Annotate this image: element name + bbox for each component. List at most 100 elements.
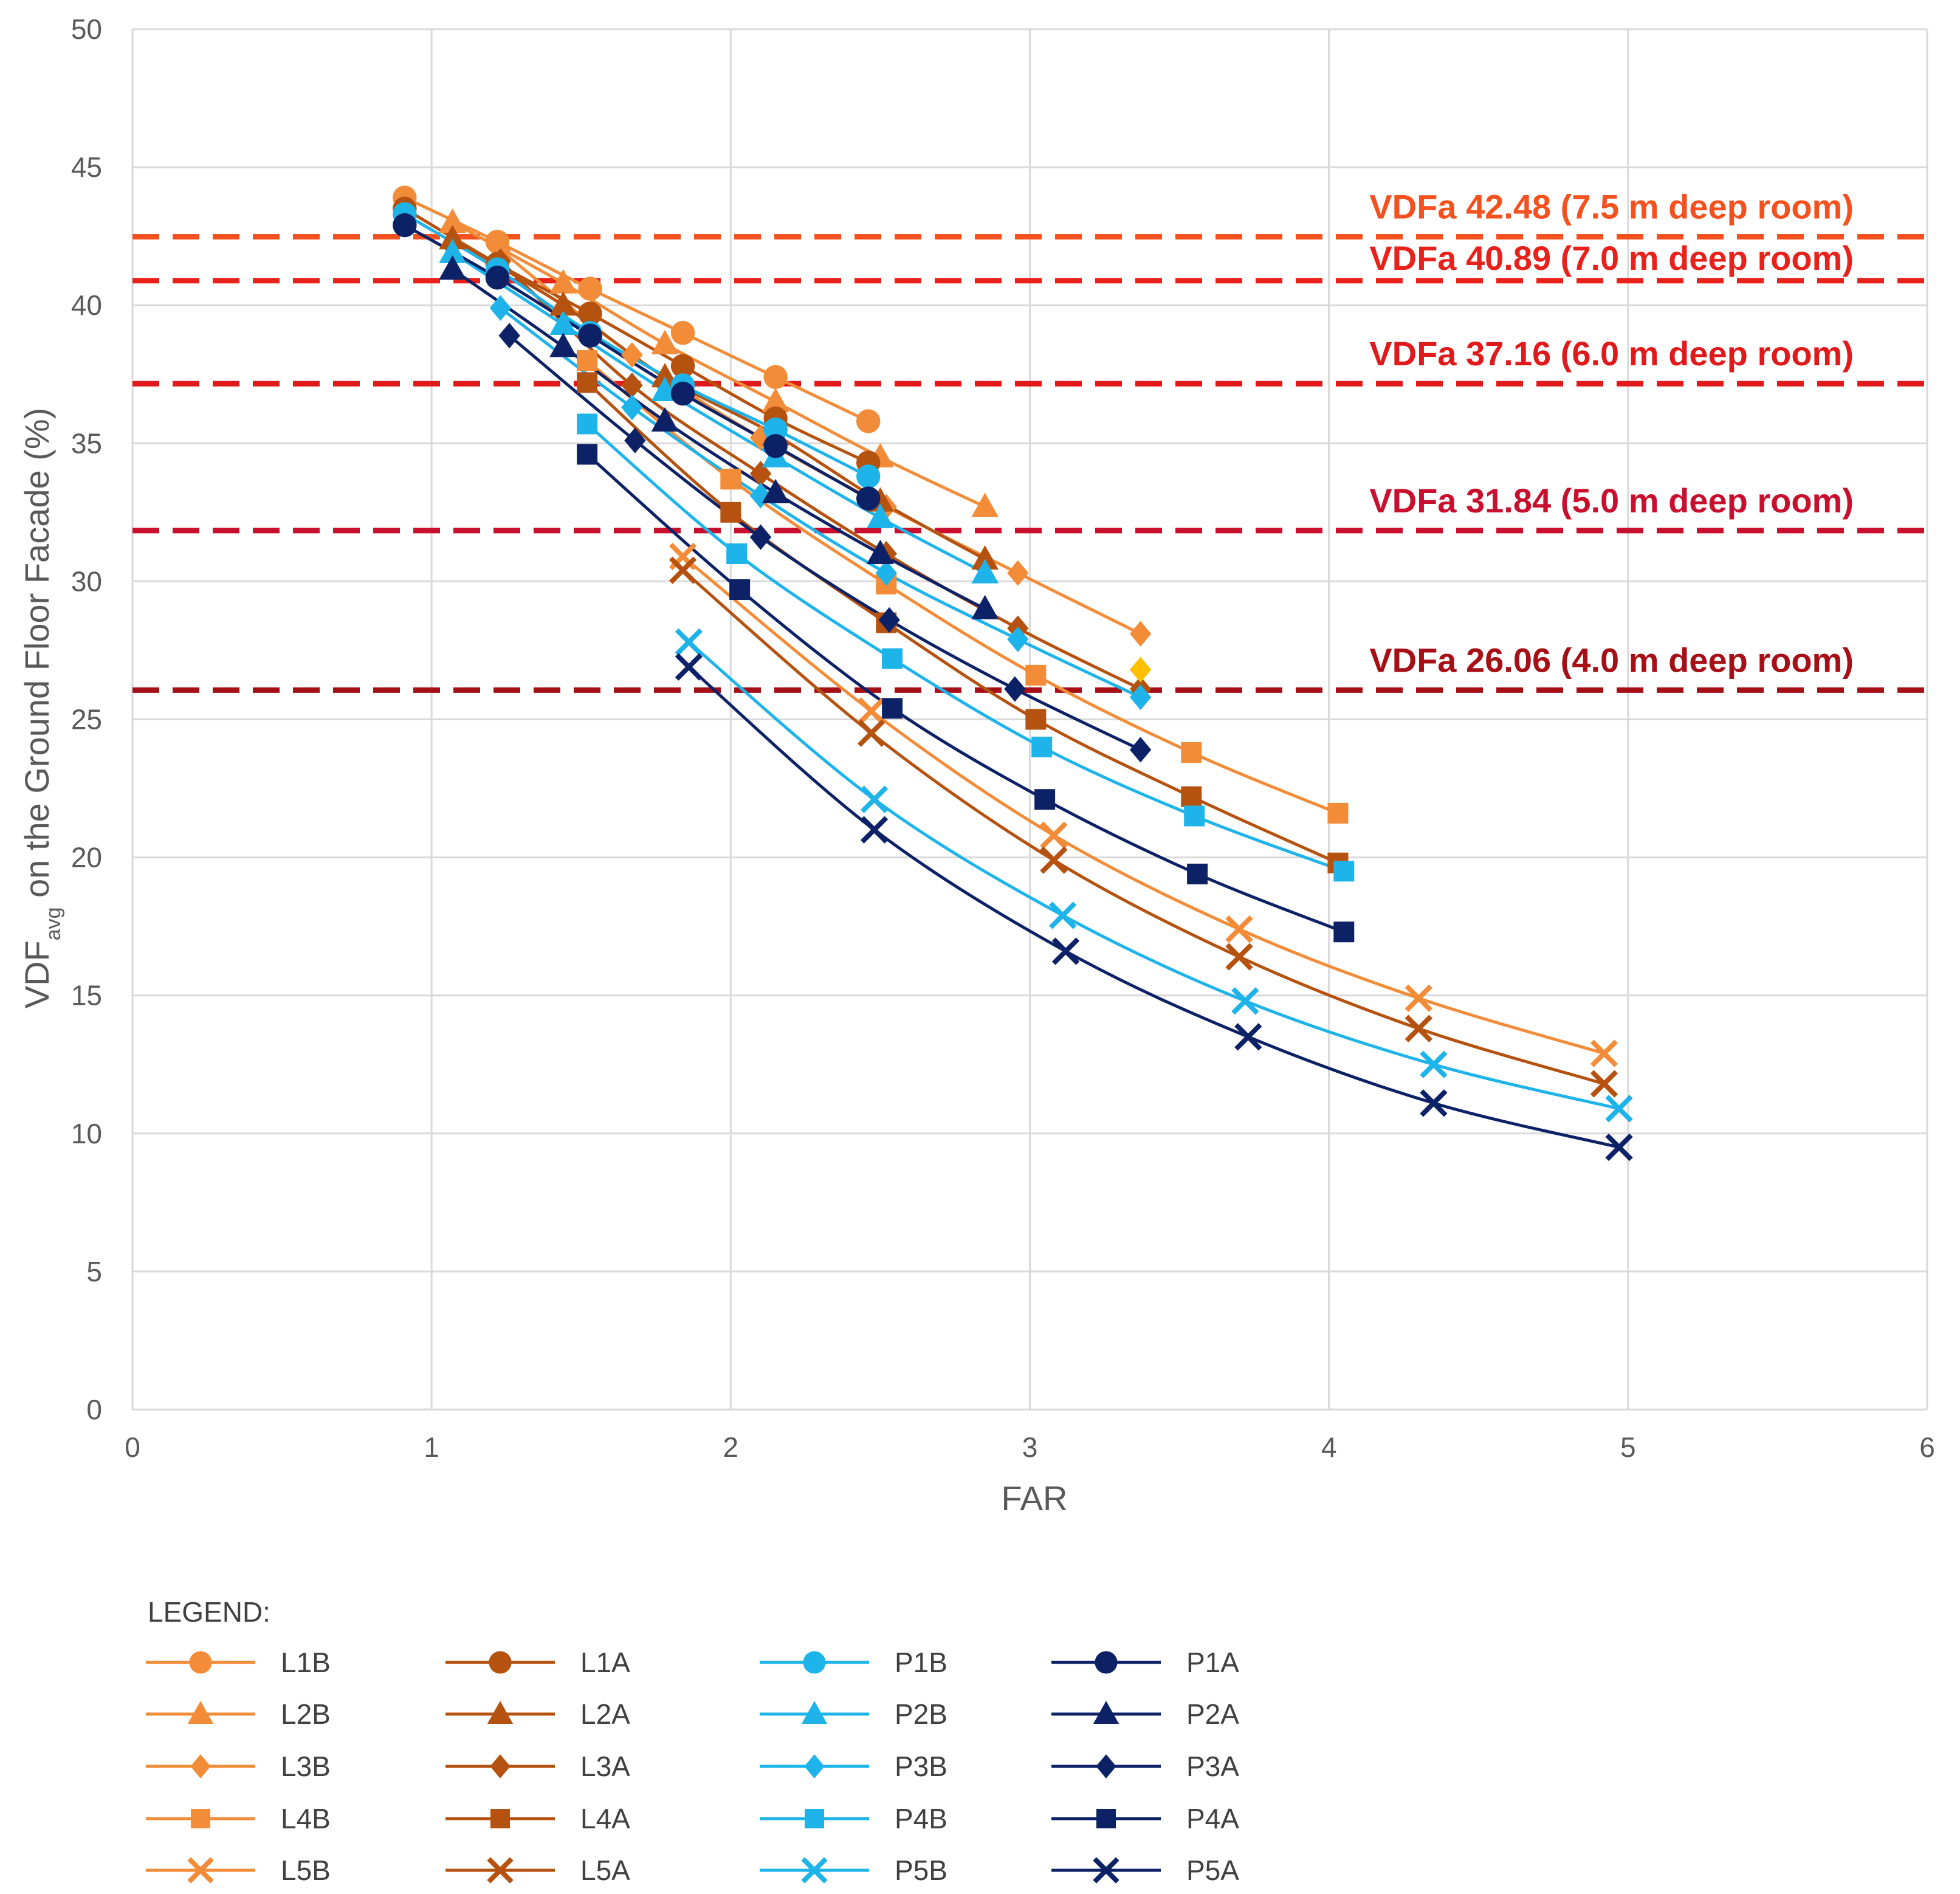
x-tick-label: 0 [125,1431,140,1463]
data-point-p5a [860,816,889,844]
data-point-p5a [1605,1133,1633,1162]
data-point-l4a [720,501,741,523]
data-point-l2b [762,388,789,413]
data-point-p3a [624,427,646,453]
data-point-p2a [762,478,789,504]
data-point-p2a [651,407,679,432]
legend-item-l4a: L4A [445,1803,630,1834]
y-tick-label: 35 [71,427,102,459]
data-point-l4b [1181,742,1202,763]
x-tick-label: 5 [1620,1431,1636,1463]
y-tick-label: 30 [71,565,102,597]
y-axis-title: VDFavg on the Ground Floor Facade (%) [18,408,65,1009]
data-point-l5b [1040,821,1068,849]
legend-swatch-marker [189,1651,212,1674]
data-point-l5a [669,556,697,584]
legend-swatch-marker [190,1754,211,1779]
legend-label: L3B [281,1751,331,1782]
legend-item-l5b: L5B [146,1854,331,1886]
data-point-l5a [857,719,885,747]
series-line-p5b [687,641,1620,1111]
series-line-l2b [452,221,986,509]
data-point-p4a [1187,863,1208,884]
data-point-l1b [578,277,602,301]
y-tick-label: 10 [71,1118,102,1149]
legend-item-l3a: L3A [445,1751,630,1782]
data-point-l3b [621,342,643,368]
legend-item-l1a: L1A [445,1647,630,1678]
legend-swatch-marker [187,1701,214,1724]
legend-item-l3b: L3B [146,1751,331,1782]
series-line-p3a [508,334,1141,751]
data-point-p4a [1333,921,1355,943]
data-point-p4a [882,698,903,719]
legend-item-l1b: L1B [146,1647,331,1678]
data-point-p5a [1051,937,1080,965]
legend-item-p3a: P3A [1051,1751,1239,1782]
legend-label: P4B [895,1803,947,1834]
data-point-l4a [577,372,598,393]
data-point-p4b [1184,805,1205,827]
data-point-l4b [577,350,598,371]
series-line-p5a [687,666,1620,1149]
y-tick-label: 25 [71,704,102,735]
legend-swatch-marker [804,1754,825,1779]
data-point-highlight [1129,656,1152,683]
data-point-p4b [1031,736,1053,757]
legend-title: LEGEND: [148,1596,270,1628]
legend-swatch-marker [187,1857,214,1884]
legend-swatch-marker [1093,1857,1119,1884]
series-line-p2a [452,268,986,611]
legend-label: P5A [1186,1854,1239,1886]
data-point-p1a [485,266,510,290]
data-point-l3b [1129,621,1152,647]
data-point-l2a [439,225,467,250]
data-point-l5b [1405,984,1432,1012]
threshold-label: VDFa 40.89 (7.0 m deep room) [1369,239,1854,277]
data-point-p3b [489,295,512,321]
data-point-l5a [1040,846,1068,874]
legend-swatch-marker [803,1651,826,1674]
series-line-l5b [682,555,1605,1055]
legend-item-l4b: L4B [146,1803,331,1834]
data-point-l2a [971,545,999,570]
data-point-l1a [670,354,695,378]
data-point-p2b [866,503,894,528]
legend-swatch-marker [490,1809,510,1828]
data-point-p3a [1004,676,1026,702]
y-axis-title-main: VDF [18,940,56,1008]
series-line-l2a [452,238,986,561]
legend-item-l5a: L5A [445,1854,630,1886]
data-point-p1a [393,213,417,238]
legend-item-l2a: L2A [445,1698,630,1730]
data-point-p4a [1034,789,1056,810]
legend-swatch-marker [801,1701,828,1724]
data-point-l5b [1225,915,1253,943]
legend-swatch-marker [1093,1701,1119,1724]
data-point-l2b [651,329,679,354]
legend-swatch-marker [487,1857,514,1884]
legend-label: L2B [281,1698,331,1730]
data-point-p1b [763,417,788,442]
legend-item-p4b: P4B [760,1803,947,1834]
legend-item-p2b: P2B [760,1698,947,1730]
data-point-p4b [1333,861,1355,882]
data-point-l4a [1181,786,1202,807]
legend-swatch-marker [805,1809,824,1828]
threshold-label: VDFa 42.48 (7.5 m deep room) [1369,188,1854,226]
data-point-p4b [577,413,598,435]
data-point-p4b [726,543,748,564]
legend: L1B L2B L3B L4B L5B L1A L2A L3A L4A L5A P1B P2B P3B P… [146,1647,1239,1886]
data-point-l3a [621,372,643,398]
y-tick-label: 0 [86,1394,102,1425]
legend-item-p5b: P5B [760,1854,947,1886]
data-point-l4b [1327,802,1349,824]
legend-label: P3B [895,1751,947,1782]
legend-item-p1b: P1B [760,1647,947,1678]
data-point-l1b [670,320,695,345]
x-tick-label: 3 [1022,1431,1038,1463]
data-point-p5a [1234,1023,1262,1051]
y-tick-label: 5 [86,1256,102,1287]
